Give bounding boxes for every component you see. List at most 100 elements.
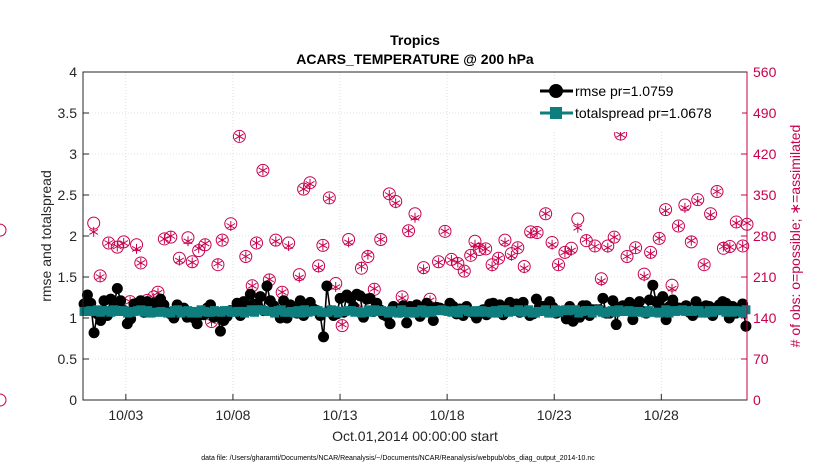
x-tick-label: 10/08 — [215, 407, 250, 423]
obs-assimilated-marker — [500, 237, 510, 248]
obs-possible-marker — [239, 250, 253, 263]
obs-assimilated-marker — [603, 242, 613, 253]
obs-assimilated-marker — [513, 242, 523, 253]
y-tick-label: 1.5 — [58, 269, 78, 285]
obs-assimilated-marker — [337, 319, 347, 330]
legend: rmse pr=1.0759 totalspread pr=1.0678 — [533, 80, 742, 132]
obs-assimilated-marker — [590, 241, 600, 252]
y-axis-label: rmse and totalspread — [38, 170, 54, 302]
rmse-marker — [633, 296, 645, 308]
rmse-marker — [610, 319, 622, 331]
rmse-marker — [401, 317, 413, 329]
obs-possible-marker — [539, 207, 553, 221]
obs-assimilated-marker — [159, 233, 169, 244]
legend-rmse-marker — [549, 84, 563, 98]
obs-assimilated-marker — [166, 231, 176, 241]
obs-assimilated-marker — [324, 193, 334, 204]
obs-assimilated-marker — [314, 262, 324, 273]
legend-rmse-label: rmse pr=1.0759 — [575, 83, 674, 99]
obs-assimilated-marker — [104, 238, 114, 248]
obs-possible-marker — [374, 233, 388, 247]
obs-assimilated-marker — [369, 283, 379, 294]
obs-possible-marker — [492, 251, 506, 265]
obs-assimilated-marker — [581, 234, 591, 245]
obs-assimilated-marker — [487, 261, 497, 272]
rmse-marker — [427, 314, 439, 326]
obs-assimilated-marker — [384, 190, 394, 200]
obs-assimilated-marker — [631, 243, 641, 254]
obs-possible-marker — [0, 223, 7, 237]
y-tick-label: 1 — [69, 310, 77, 326]
obs-assimilated-marker — [241, 251, 251, 262]
right-axis: 0 70 140 210 280 350 420 490 560 — [741, 64, 777, 408]
obs-possible-marker — [322, 191, 336, 205]
obs-assimilated-marker — [446, 255, 456, 265]
right-tick-label: 210 — [753, 269, 777, 285]
obs-possible-marker — [134, 256, 148, 270]
obs-possible-marker — [249, 236, 263, 250]
obs-assimilated-marker — [712, 186, 722, 197]
obs-assimilated-marker — [299, 184, 309, 195]
obs-assimilated-marker — [506, 250, 516, 261]
legend-totalspread-label: totalspread pr=1.0678 — [575, 105, 712, 121]
obs-assimilated-marker — [673, 221, 684, 231]
obs-assimilated-marker — [667, 283, 677, 294]
obs-assimilated-marker — [440, 226, 450, 237]
y-tick-label: 2.5 — [58, 187, 78, 203]
rmse-marker — [244, 288, 256, 300]
legend-totalspread-marker — [550, 107, 562, 119]
obs-assimilated-marker — [573, 222, 583, 233]
rmse-marker — [111, 282, 123, 294]
obs-assimilated-marker — [95, 272, 105, 282]
y-tick-label: 2 — [69, 228, 77, 244]
obs-assimilated-marker — [646, 248, 656, 259]
obs-assimilated-marker — [699, 259, 709, 270]
obs-assimilated-marker — [609, 232, 619, 243]
obs-assimilated-marker — [731, 218, 741, 229]
obs-assimilated-marker — [89, 226, 99, 237]
obs-assimilated-marker — [474, 242, 484, 253]
obs-possible-marker — [185, 255, 199, 269]
rmse-marker — [657, 291, 669, 303]
obs-assimilated-marker — [318, 240, 328, 251]
obs-assimilated-marker — [639, 271, 649, 282]
obs-assimilated-marker — [217, 235, 227, 246]
x-tick-label: 10/03 — [108, 407, 143, 423]
obs-assimilated-marker — [187, 257, 197, 268]
obs-assimilated-marker — [686, 235, 696, 246]
obs-possible-marker — [511, 241, 525, 255]
y-tick-label: 0.5 — [58, 351, 78, 367]
obs-possible-marker — [102, 236, 116, 250]
obs-possible-marker — [0, 393, 7, 407]
obs-assimilated-marker — [560, 247, 570, 258]
footnote: data file: /Users/gharamti/Documents/NCA… — [201, 455, 595, 462]
obs-possible-marker — [736, 239, 750, 253]
y-tick-label: 0 — [69, 392, 77, 408]
obs-assimilated-marker — [131, 243, 142, 254]
x-axis-label: Oct.01,2014 00:00:00 start — [332, 428, 498, 444]
obs-assimilated-marker — [271, 236, 281, 247]
right-tick-label: 70 — [753, 351, 769, 367]
x-tick-label: 10/13 — [323, 407, 358, 423]
obs-assimilated-marker — [376, 234, 386, 245]
obs-assimilated-marker — [410, 212, 420, 223]
rmse-marker — [318, 331, 330, 343]
obs-assimilated-marker — [725, 242, 735, 253]
obs-assimilated-marker — [566, 245, 576, 256]
totalspread-marker — [741, 305, 751, 315]
x-axis: 10/03 10/08 10/13 10/18 10/23 10/28 — [108, 394, 679, 423]
rmse-marker — [214, 325, 226, 337]
obs-assimilated-marker — [174, 255, 184, 266]
y-tick-label: 3 — [69, 146, 77, 162]
obs-assimilated-marker — [680, 202, 690, 213]
obs-assimilated-marker — [305, 178, 315, 189]
obs-possible-marker — [256, 163, 270, 177]
right-tick-label: 0 — [753, 392, 761, 408]
rmse-marker — [647, 279, 659, 291]
right-axis-label: # of obs: o=possible; ∗=assimilated — [787, 125, 803, 348]
rmse-marker — [321, 280, 333, 292]
obs-possible-marker — [432, 255, 446, 269]
x-tick-label: 10/18 — [430, 407, 465, 423]
chart-subtitle: ACARS_TEMPERATURE @ 200 hPa — [296, 51, 534, 67]
rmse-marker — [261, 280, 273, 292]
